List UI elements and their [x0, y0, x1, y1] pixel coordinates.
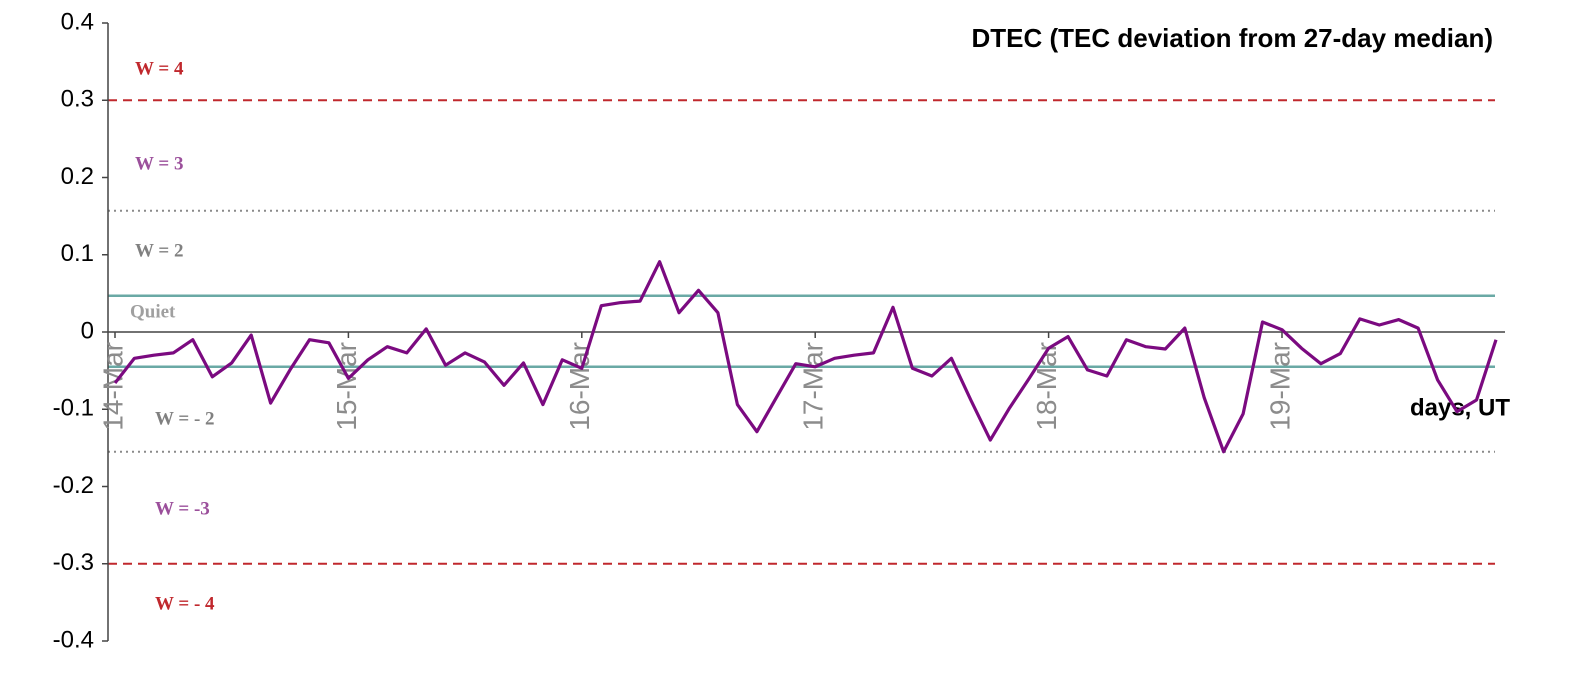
x-tick-label: 19-Mar — [1264, 342, 1295, 431]
y-tick-label: 0.2 — [61, 163, 94, 190]
y-tick-label: -0.3 — [53, 549, 94, 576]
y-tick-label: -0.2 — [53, 472, 94, 499]
y-tick-label: -0.4 — [53, 626, 94, 653]
band-label: W = - 2 — [155, 408, 215, 429]
x-axis-label: days, UT — [1410, 394, 1510, 421]
x-tick-label: 18-Mar — [1031, 342, 1062, 431]
data-line — [113, 260, 1498, 454]
band-label: W = -3 — [155, 498, 210, 519]
chart-title: DTEC (TEC deviation from 27-day median) — [971, 23, 1493, 53]
y-tick-label: 0.3 — [61, 86, 94, 113]
y-tick-label: 0 — [81, 317, 94, 344]
band-label: Quiet — [130, 301, 176, 322]
y-tick-label: 0.1 — [61, 240, 94, 267]
band-label: W = - 4 — [155, 593, 215, 614]
y-tick-label: 0.4 — [61, 8, 94, 35]
band-label: W = 2 — [135, 240, 183, 261]
band-label: W = 3 — [135, 153, 183, 174]
x-tick-label: 14-Mar — [97, 342, 128, 431]
x-tick-label: 17-Mar — [798, 342, 829, 431]
x-tick-label: 16-Mar — [564, 342, 595, 431]
band-label: W = 4 — [135, 58, 184, 79]
y-tick-label: -0.1 — [53, 395, 94, 422]
